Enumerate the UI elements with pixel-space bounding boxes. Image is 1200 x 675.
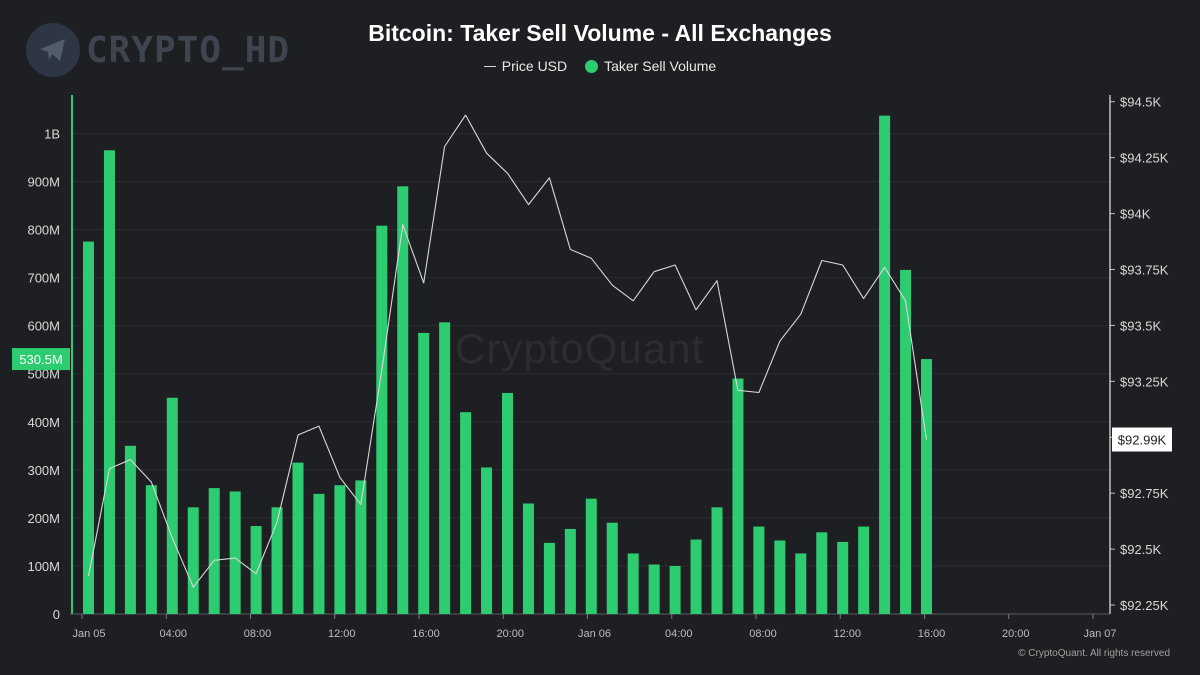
volume-bar: [606, 522, 618, 614]
y-left-tick-label: 1B: [44, 126, 60, 141]
legend-label-volume: Taker Sell Volume: [604, 58, 717, 74]
current-price-label: $92.99K: [1118, 433, 1167, 448]
volume-bar: [166, 397, 178, 614]
chart-title: Bitcoin: Taker Sell Volume - All Exchang…: [368, 20, 832, 46]
volume-bar: [103, 150, 115, 614]
x-tick-label: 20:00: [1002, 628, 1030, 640]
volume-bar: [753, 526, 765, 614]
x-tick-label: 16:00: [412, 628, 440, 640]
current-price-badge: [1112, 427, 1172, 452]
y-left-tick-label: 300M: [27, 463, 60, 478]
volume-bar: [145, 485, 157, 614]
y-right-tick-label: $92.5K: [1120, 542, 1162, 557]
y-left-tick-label: 400M: [27, 415, 60, 430]
legend: Price USD Taker Sell Volume: [0, 58, 1200, 74]
volume-bar: [208, 488, 220, 614]
y-right-tick-label: $92.25K: [1120, 598, 1169, 613]
volume-bar: [774, 540, 786, 614]
y-left-tick-label: 200M: [27, 511, 60, 526]
volume-bar: [313, 493, 325, 614]
volume-bar: [229, 491, 241, 614]
y-left-tick-label: 100M: [27, 559, 60, 574]
x-tick-label: Jan 06: [578, 628, 611, 640]
y-right-tick-label: $94.5K: [1120, 95, 1162, 110]
y-left-tick-label: 600M: [27, 319, 60, 334]
y-left-tick-label: 0: [53, 607, 60, 622]
legend-item-price[interactable]: Price USD: [483, 58, 568, 74]
x-tick-label: 16:00: [918, 628, 946, 640]
telegram-icon: [26, 23, 80, 77]
volume-bar: [648, 564, 660, 614]
y-right-tick-label: $93.5K: [1120, 318, 1162, 333]
volume-bar: [522, 503, 534, 614]
watermark-center: CryptoQuant: [455, 325, 705, 372]
x-tick-label: Jan 05: [72, 628, 105, 640]
x-tick-label: 04:00: [159, 628, 187, 640]
volume-bar: [271, 507, 283, 614]
volume-bar: [124, 445, 136, 614]
watermark-logo-text: CRYPTO_HD: [86, 29, 291, 71]
volume-bar: [921, 359, 932, 614]
volume-bar: [627, 553, 639, 614]
x-tick-label: 04:00: [665, 628, 693, 640]
volume-bar: [397, 186, 409, 615]
volume-bar: [900, 269, 912, 614]
volume-bar: [858, 526, 870, 614]
y-left-tick-label: 900M: [27, 175, 60, 190]
y-right-tick-label: $92.75K: [1120, 486, 1169, 501]
volume-bar: [187, 507, 199, 614]
x-tick-label: 20:00: [496, 628, 524, 640]
volume-bar: [250, 526, 262, 614]
copyright-text: © CryptoQuant. All rights reserved: [1018, 648, 1170, 659]
volume-bar: [732, 378, 744, 614]
current-volume-badge: [12, 348, 70, 371]
volume-bar: [816, 532, 828, 614]
volume-bar: [585, 498, 597, 614]
y-left-tick-label: 800M: [27, 223, 60, 238]
y-right-tick-label: $94K: [1120, 207, 1151, 222]
y-left-tick-label: 500M: [27, 367, 60, 382]
legend-label-price: Price USD: [501, 58, 568, 74]
volume-bar: [690, 539, 702, 614]
volume-bar: [795, 553, 807, 614]
legend-dot-icon: [585, 59, 599, 73]
volume-bar: [376, 225, 388, 614]
y-right-tick-label: $93.25K: [1120, 374, 1169, 389]
volume-bar: [564, 528, 576, 614]
y-left-tick-label: 700M: [27, 271, 60, 286]
volume-bar: [481, 467, 493, 614]
x-tick-label: Jan 07: [1083, 628, 1116, 640]
volume-bar: [418, 332, 430, 614]
volume-bar: [334, 485, 346, 614]
x-tick-label: 12:00: [833, 628, 861, 640]
legend-line-icon: [483, 65, 496, 67]
volume-bar: [669, 565, 681, 614]
volume-bar: [837, 541, 849, 614]
volume-bar: [543, 542, 555, 614]
y-right-tick-label: $94.25K: [1120, 151, 1169, 166]
y-right-tick-label: $93.75K: [1120, 262, 1169, 277]
volume-bar: [879, 115, 891, 615]
watermark-logo: CRYPTO_HD: [26, 22, 290, 78]
volume-bar: [439, 322, 451, 614]
volume-bar: [711, 507, 723, 614]
current-volume-label: 530.5M: [19, 352, 62, 367]
volume-bar: [355, 480, 367, 614]
legend-item-volume[interactable]: Taker Sell Volume: [585, 58, 716, 74]
price-line: [87, 114, 928, 588]
volume-bar: [292, 462, 304, 614]
volume-bar: [83, 241, 94, 614]
volume-bar: [460, 412, 472, 614]
volume-bar: [502, 392, 513, 614]
x-tick-label: 08:00: [749, 628, 777, 640]
x-tick-label: 12:00: [328, 628, 356, 640]
x-tick-label: 08:00: [244, 628, 272, 640]
